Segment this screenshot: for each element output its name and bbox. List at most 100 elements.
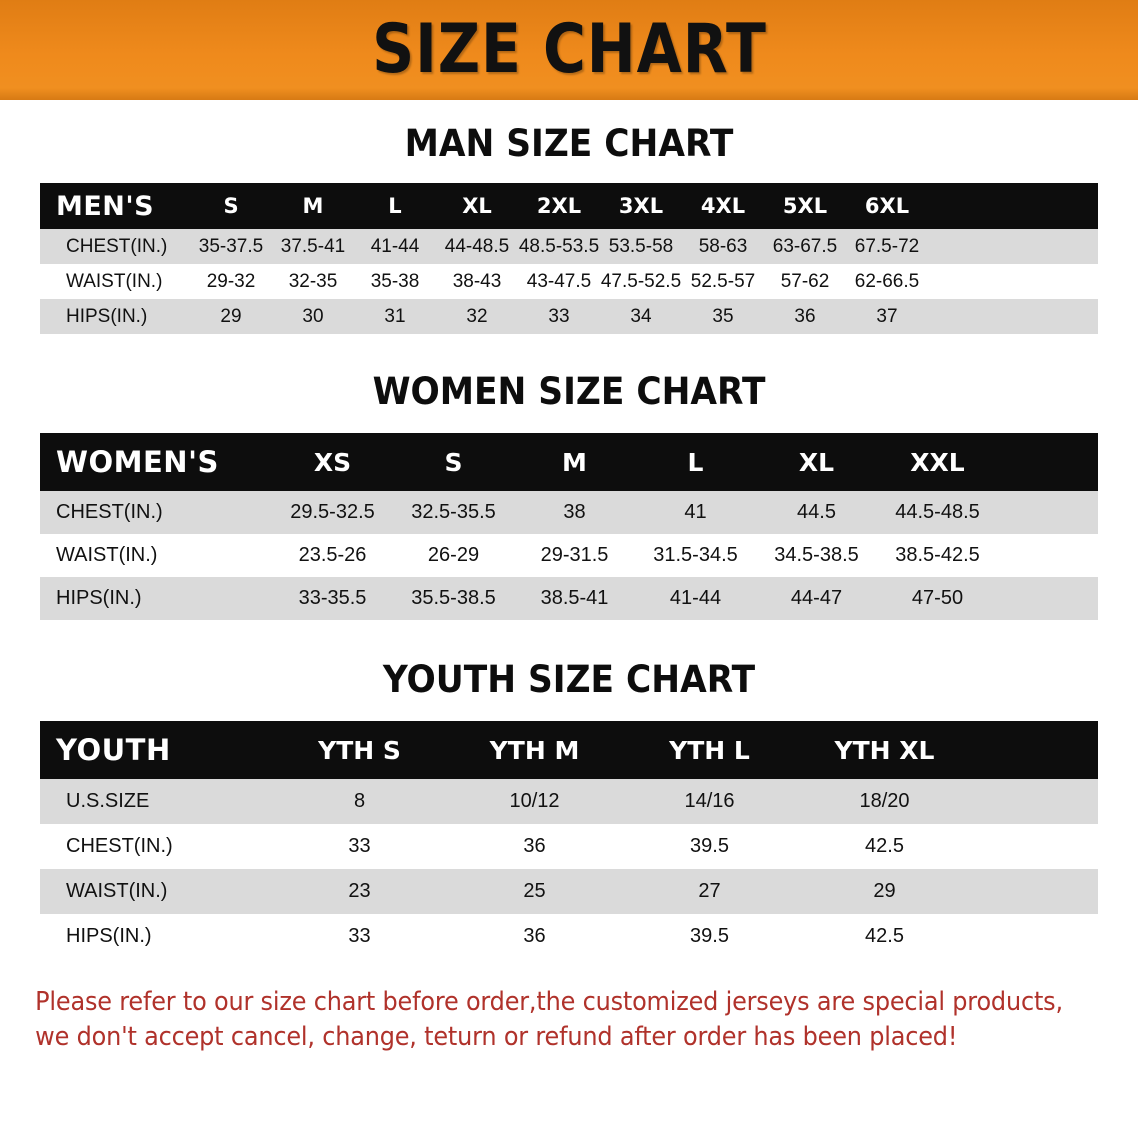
table-cell: 32-35 (288, 270, 338, 292)
table-cell: 41-44 (370, 235, 420, 257)
table-cell: 38.5-42.5 (895, 544, 980, 566)
table-cell: 42.5 (865, 835, 904, 857)
table-cell: 67.5-72 (854, 235, 920, 257)
row-label: CHEST(IN.) (66, 835, 173, 857)
table-row: HIPS(IN.) 33-35.5 35.5-38.5 38.5-41 41-44 44-… (40, 577, 1098, 620)
table-cell: 35.5-38.5 (411, 587, 496, 609)
column-header-yth-l: YTH L (669, 735, 750, 765)
table-header-row: MEN'S S M L XL 2XL 3XL 4XL 5XL 6XL (40, 183, 1098, 229)
table-cell: 29-31.5 (540, 544, 609, 566)
order-policy-note: Please refer to our size chart before or… (22, 959, 1063, 1054)
table-row: HIPS(IN.) 33 36 39.5 42.5 (40, 914, 1098, 959)
youth-table-body: U.S.SIZE 8 10/12 14/16 18/20 CHEST(IN.) 33 36 39… (40, 779, 1098, 959)
table-cell: 44.5-48.5 (895, 501, 980, 523)
table-row: WAIST(IN.) 23 25 27 29 (40, 869, 1098, 914)
youth-table-head: YOUTH YTH S YTH M YTH L YTH XL (40, 721, 1098, 779)
table-header-row: YOUTH YTH S YTH M YTH L YTH XL (40, 721, 1098, 779)
table-cell: 27 (698, 880, 721, 902)
table-cell: 38 (563, 501, 586, 523)
table-cell: 37.5-41 (280, 235, 346, 257)
column-header-yth-xl: YTH XL (834, 735, 935, 765)
man-table-head: MEN'S S M L XL 2XL 3XL 4XL 5XL 6XL (40, 183, 1098, 229)
table-cell: 44-48.5 (444, 235, 510, 257)
table-cell: 10/12 (509, 790, 560, 812)
column-header-5xl: 5XL (782, 194, 828, 218)
table-cell: 34.5-38.5 (774, 544, 859, 566)
row-spacer (928, 229, 1098, 264)
table-cell: 37 (876, 305, 898, 327)
youth-size-table: YOUTH YTH S YTH M YTH L YTH XL U.S.SIZE 8 10/1… (40, 721, 1098, 959)
table-cell: 36 (523, 835, 546, 857)
table-cell: 39.5 (690, 925, 729, 947)
table-cell: 36 (794, 305, 816, 327)
row-spacer (928, 264, 1098, 299)
table-cell: 23.5-26 (298, 544, 367, 566)
column-header-s: S (223, 194, 239, 218)
row-label: U.S.SIZE (66, 790, 150, 812)
table-cell: 26-29 (427, 544, 480, 566)
table-cell: 63-67.5 (772, 235, 838, 257)
table-cell: 47.5-52.5 (600, 270, 682, 292)
table-cell: 32 (466, 305, 488, 327)
column-header-xl: XL (462, 194, 492, 218)
table-row: CHEST(IN.) 33 36 39.5 42.5 (40, 824, 1098, 869)
table-cell: 38-43 (452, 270, 502, 292)
header-spacer (928, 183, 1098, 229)
row-label: HIPS(IN.) (66, 925, 152, 947)
header-spacer (972, 721, 1098, 779)
table-cell: 29 (220, 305, 242, 327)
header-spacer (998, 433, 1098, 491)
table-cell: 48.5-53.5 (518, 235, 600, 257)
row-spacer (998, 491, 1098, 534)
row-label: HIPS(IN.) (66, 305, 148, 327)
table-cell: 44.5 (797, 501, 836, 523)
table-cell: 35 (712, 305, 734, 327)
column-header-l: L (687, 447, 704, 477)
note-line-1: Please refer to our size chart before or… (35, 987, 1063, 1017)
row-label: CHEST(IN.) (56, 501, 163, 523)
table-cell: 30 (302, 305, 324, 327)
table-cell: 52.5-57 (690, 270, 756, 292)
women-table-head: WOMEN'S XS S M L XL XXL (40, 433, 1098, 491)
table-row: HIPS(IN.) 29 30 31 32 33 34 35 36 37 (40, 299, 1098, 334)
table-cell: 36 (523, 925, 546, 947)
table-cell: 47-50 (911, 587, 964, 609)
page-banner: SIZE CHART (0, 0, 1138, 100)
table-row: CHEST(IN.) 35-37.5 37.5-41 41-44 44-48.5 48.5… (40, 229, 1098, 264)
table-cell: 25 (523, 880, 546, 902)
women-table-body: CHEST(IN.) 29.5-32.5 32.5-35.5 38 41 44.5 44.5… (40, 491, 1098, 620)
column-header-3xl: 3XL (618, 194, 664, 218)
table-cell: 42.5 (865, 925, 904, 947)
row-spacer (998, 534, 1098, 577)
row-label: HIPS(IN.) (56, 587, 142, 609)
table-row: U.S.SIZE 8 10/12 14/16 18/20 (40, 779, 1098, 824)
table-header-row: WOMEN'S XS S M L XL XXL (40, 433, 1098, 491)
table-row: WAIST(IN.) 23.5-26 26-29 29-31.5 31.5-34.5 34… (40, 534, 1098, 577)
column-header-yth-m: YTH M (489, 735, 580, 765)
column-header-l: L (388, 194, 402, 218)
row-spacer (972, 869, 1098, 914)
row-spacer (998, 577, 1098, 620)
table-corner-label: MEN'S (56, 190, 155, 222)
column-header-m: M (302, 194, 324, 218)
table-cell: 29.5-32.5 (290, 501, 375, 523)
table-row: WAIST(IN.) 29-32 32-35 35-38 38-43 43-47.5 47.… (40, 264, 1098, 299)
table-cell: 23 (348, 880, 371, 902)
row-label: WAIST(IN.) (66, 880, 168, 902)
column-header-xxl: XXL (910, 447, 965, 477)
man-table-body: CHEST(IN.) 35-37.5 37.5-41 41-44 44-48.5 48.5… (40, 229, 1098, 334)
column-header-xl: XL (798, 447, 835, 477)
table-corner-label: WOMEN'S (56, 445, 219, 479)
table-corner-label: YOUTH (56, 733, 171, 767)
table-cell: 33 (348, 835, 371, 857)
table-cell: 57-62 (780, 270, 830, 292)
table-cell: 44-47 (790, 587, 843, 609)
column-header-xs: XS (313, 447, 352, 477)
row-spacer (972, 824, 1098, 869)
table-cell: 14/16 (684, 790, 735, 812)
table-cell: 33 (548, 305, 570, 327)
man-section-title: MAN SIZE CHART (404, 122, 734, 165)
table-cell: 8 (353, 790, 366, 812)
table-cell: 35-37.5 (198, 235, 264, 257)
youth-section-title: YOUTH SIZE CHART (382, 658, 756, 701)
